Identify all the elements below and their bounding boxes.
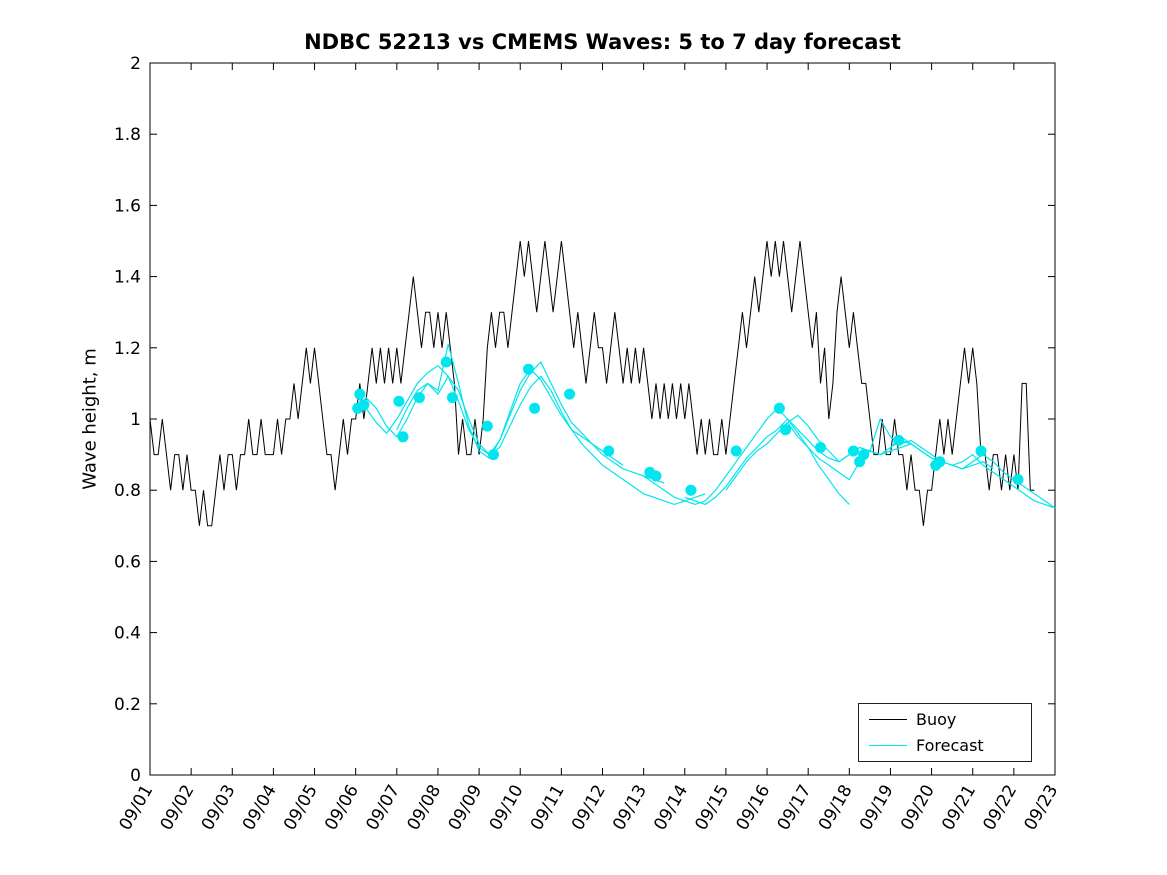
x-tick-label: 09/19	[856, 782, 898, 834]
y-tick-label: 1	[130, 410, 141, 430]
x-tick-label: 09/14	[650, 782, 692, 834]
forecast-marker	[780, 424, 792, 436]
x-tick-label: 09/15	[691, 782, 733, 834]
y-tick-label: 1.6	[114, 196, 141, 216]
x-tick-label: 09/21	[938, 782, 980, 834]
y-tick-label: 0	[130, 766, 141, 786]
forecast-marker	[481, 420, 493, 432]
legend-entry-forecast: Forecast	[859, 736, 1031, 755]
x-tick-label: 09/09	[445, 782, 487, 834]
x-tick-label: 09/02	[157, 782, 199, 834]
x-tick-label: 09/23	[1021, 782, 1063, 834]
forecast-marker	[893, 434, 905, 446]
x-tick-label: 09/13	[609, 782, 651, 834]
y-tick-label: 0.6	[114, 552, 141, 572]
forecast-marker	[529, 402, 541, 414]
forecast-line	[396, 375, 706, 506]
x-tick-label: 09/08	[403, 782, 445, 834]
y-tick-label: 0.4	[114, 624, 141, 644]
forecast-marker	[603, 445, 615, 457]
legend-label-forecast: Forecast	[916, 735, 984, 755]
chart-title: NDBC 52213 vs CMEMS Waves: 5 to 7 day fo…	[304, 30, 901, 54]
forecast-marker	[975, 445, 987, 457]
forecast-marker	[564, 388, 576, 400]
forecast-marker	[488, 449, 499, 461]
x-tick-label: 09/01	[116, 782, 158, 834]
y-tick-label: 1.4	[114, 268, 141, 288]
forecast-marker	[773, 402, 785, 414]
forecast-marker	[397, 431, 409, 443]
forecast-line	[890, 439, 1056, 509]
forecast-marker	[685, 484, 697, 496]
x-tick-label: 09/11	[527, 782, 569, 834]
forecast-marker	[815, 442, 826, 453]
x-tick-label: 09/22	[979, 782, 1021, 834]
x-tick-label: 09/16	[733, 782, 775, 834]
y-tick-label: 0.2	[114, 695, 141, 715]
x-tick-label: 09/07	[362, 782, 404, 834]
legend: Buoy Forecast	[858, 703, 1032, 762]
x-tick-label: 09/10	[486, 782, 528, 834]
legend-entry-buoy: Buoy	[859, 710, 1031, 729]
forecast-marker	[730, 445, 742, 457]
forecast-line	[355, 360, 665, 484]
forecast-marker	[650, 470, 662, 482]
forecast-line	[787, 417, 1056, 509]
forecast-marker	[934, 456, 946, 468]
forecast-marker	[354, 388, 366, 400]
y-tick-label: 1.2	[114, 339, 141, 359]
x-tick-label: 09/18	[815, 782, 857, 834]
y-tick-label: 1.8	[114, 125, 141, 145]
x-tick-label: 09/05	[280, 782, 322, 834]
forecast-marker	[358, 399, 370, 411]
forecast-marker	[446, 392, 458, 404]
legend-line-sample-forecast	[869, 744, 907, 746]
y-tick-label: 0.8	[114, 481, 141, 501]
forecast-marker	[440, 356, 452, 368]
legend-label-buoy: Buoy	[916, 710, 957, 730]
forecast-marker	[858, 449, 870, 461]
x-tick-label: 09/03	[198, 782, 240, 834]
buoy-line	[149, 240, 1035, 527]
x-tick-label: 09/20	[897, 782, 939, 834]
legend-line-sample-buoy	[869, 719, 907, 721]
forecast-line	[684, 418, 912, 506]
forecast-marker	[1012, 474, 1024, 485]
x-tick-label: 09/06	[321, 782, 363, 834]
x-tick-label: 09/12	[568, 782, 610, 834]
forecast-marker	[847, 445, 859, 457]
x-tick-label: 09/17	[774, 782, 816, 834]
x-tick-label: 09/04	[239, 782, 281, 834]
y-tick-label: 2	[130, 54, 141, 74]
forecast-marker	[523, 363, 534, 375]
forecast-marker	[413, 392, 425, 404]
forecast-line	[643, 407, 850, 506]
forecast-marker	[393, 395, 405, 407]
